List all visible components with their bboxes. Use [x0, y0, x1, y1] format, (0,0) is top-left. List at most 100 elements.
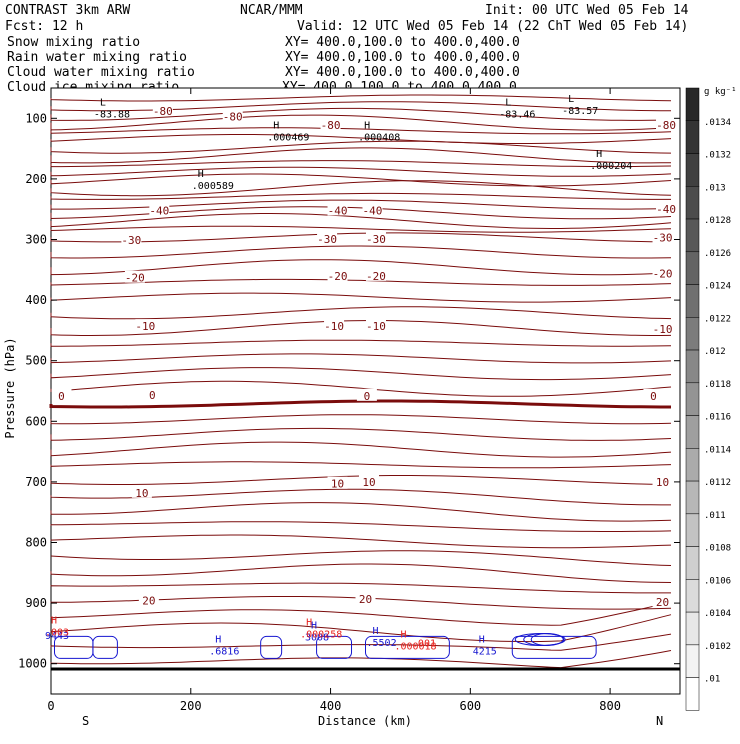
- colorbar-segment: [685, 317, 700, 351]
- temperature-contour-line: [50, 601, 672, 626]
- temperature-contour-line: [50, 206, 672, 220]
- contour-label-bg: [324, 319, 345, 332]
- colorbar-tick-label: .0118: [704, 380, 731, 390]
- temperature-contour-line: [50, 614, 672, 643]
- contour-label-bg: [317, 231, 338, 244]
- colorbar: .0134 .0132 .013 .0128 .0126 .0124 .0122 .012 .0…: [685, 87, 731, 711]
- temperature-contour-label: 10: [362, 476, 375, 489]
- temperature-contour-line: [50, 414, 672, 425]
- contour-label-bg: [131, 485, 152, 498]
- temperature-contour-label: -40: [363, 204, 383, 217]
- temperature-contour-line: [50, 199, 672, 210]
- colorbar-segment: [685, 448, 700, 482]
- x-tick-label: 200: [180, 699, 202, 713]
- contour-label-bg: [327, 476, 348, 489]
- temperature-contour-line: [50, 225, 672, 233]
- extremum-marker: H: [198, 169, 204, 180]
- x-tick-label: 400: [320, 699, 342, 713]
- colorbar-segment: [685, 677, 700, 711]
- cloud-water-value: .5502: [366, 638, 396, 649]
- temperature-contour-label: 20: [142, 595, 155, 608]
- contour-label-bg: [365, 231, 386, 244]
- temperature-contour-label: 0: [58, 390, 65, 403]
- extremum-marker: H: [364, 120, 370, 131]
- cloud-water-contour: [530, 632, 564, 646]
- cloud-water-marker: H: [311, 620, 317, 631]
- colorbar-tick-label: .01: [704, 675, 720, 685]
- field-rain-xy: XY= 400.0,100.0 to 400.0,400.0: [285, 50, 520, 65]
- contour-label-bg: [355, 591, 376, 604]
- colorbar-segment: [685, 611, 700, 646]
- cloud-water-contour: [511, 635, 597, 659]
- contour-label-bg: [656, 202, 677, 215]
- x-tick-label: 800: [599, 699, 621, 713]
- temperature-contour-label: -80: [153, 105, 173, 118]
- temperature-contour-label: -40: [656, 203, 676, 216]
- colorbar-segment: [685, 349, 700, 384]
- temperature-contour-label: -20: [125, 272, 145, 285]
- temperature-contour-line: [50, 441, 672, 458]
- contour-label-bg: [320, 117, 341, 130]
- temperature-contour-line: [50, 101, 671, 112]
- rain-water-marker: H: [400, 629, 406, 640]
- temperature-contour-label: -30: [653, 232, 673, 245]
- contour-label-bg: [51, 388, 72, 401]
- north-label: N: [656, 714, 663, 728]
- y-tick-label: 1000: [18, 657, 47, 671]
- colorbar-tick-label: .0132: [704, 151, 731, 161]
- colorbar-tick-label: .0116: [704, 413, 731, 423]
- colorbar-segment: [685, 87, 700, 122]
- temperature-contour-line: [50, 353, 672, 364]
- colorbar-tick-label: .0104: [704, 609, 731, 619]
- temperature-contour-label: -10: [324, 320, 344, 333]
- temperature-contour-line: [50, 173, 672, 187]
- temperature-contour-line: [50, 502, 672, 522]
- temperature-contour-line: [50, 180, 672, 197]
- colorbar-segment: [685, 218, 700, 253]
- y-tick-label: 200: [25, 172, 47, 186]
- temperature-contour-line: [50, 213, 672, 229]
- x-axis-label: Distance (km): [318, 714, 412, 728]
- contour-label-bg: [152, 104, 173, 117]
- colorbar-segment: [685, 480, 700, 515]
- south-label: S: [82, 714, 89, 728]
- cloud-water-value: 9443: [45, 631, 69, 642]
- contour-labels: -80 -80 -80 -80 -40 -40 -40 -40 -30 -30 -30 -30 -20 -…: [45, 94, 677, 657]
- x-axis: 0 200 400 600 800: [47, 88, 621, 713]
- temperature-contour-label: 20: [359, 593, 372, 606]
- temperature-contour-line: [50, 339, 672, 347]
- field-cloudwater-label: Cloud water mixing ratio: [7, 65, 195, 80]
- temperature-contour-label: -30: [366, 233, 386, 246]
- temperature-contour-label: 10: [656, 476, 669, 489]
- contour-label-bg: [327, 268, 348, 281]
- temperature-contour-line: [50, 192, 671, 200]
- rain-water-marker: H: [51, 616, 57, 627]
- contour-label-bg: [652, 474, 673, 487]
- field-rain-label: Rain water mixing ratio: [7, 50, 187, 65]
- cloud-water-marker: H: [372, 626, 378, 637]
- contour-label-bg: [135, 319, 156, 332]
- temperature-contour-line: [50, 380, 672, 397]
- temperature-contour-line: [50, 563, 672, 583]
- contour-label-bg: [652, 266, 673, 279]
- valid-time: Valid: 12 UTC Wed 05 Feb 14 (22 ChT Wed …: [297, 19, 688, 34]
- cloud-water-contour: [316, 635, 353, 659]
- temperature-contour-label: 10: [135, 487, 148, 500]
- temperature-contour-line: [50, 582, 671, 594]
- contour-label-bg: [652, 594, 673, 607]
- colorbar-segment: [685, 644, 700, 678]
- temperature-contour-line: [50, 94, 672, 102]
- colorbar-segment: [685, 251, 700, 285]
- init-time: Init: 00 UTC Wed 05 Feb 14: [485, 3, 689, 18]
- cloud-water-value: 3008: [305, 632, 329, 643]
- extremum-marker: H: [273, 120, 279, 131]
- extremum-marker: L: [568, 94, 574, 105]
- temperature-contour-line: [50, 107, 672, 121]
- colorbar-unit: g kg⁻¹: [704, 87, 737, 97]
- forecast-hour: Fcst: 12 h: [5, 19, 83, 34]
- field-snow-xy: XY= 400.0,100.0 to 400.0,400.0: [285, 35, 520, 50]
- colorbar-tick-label: .0126: [704, 249, 731, 259]
- contour-label-bg: [362, 203, 383, 216]
- colorbar-tick-label: .012: [704, 347, 726, 357]
